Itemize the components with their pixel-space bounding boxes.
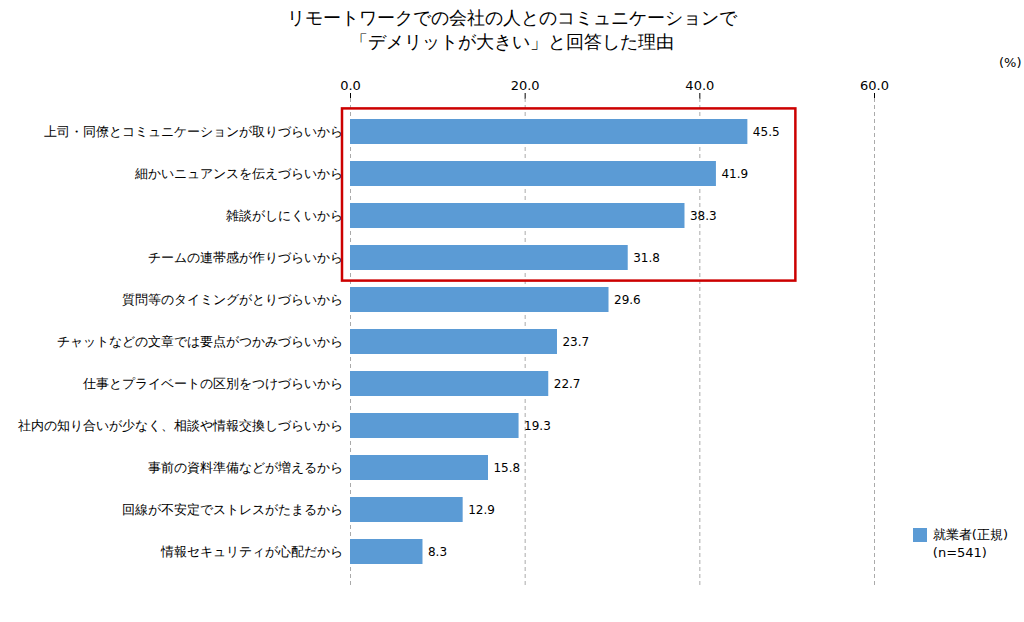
svg-text:社内の知り合いが少なく、相談や情報交換しづらいから: 社内の知り合いが少なく、相談や情報交換しづらいから [18,418,343,433]
svg-text:22.7: 22.7 [554,377,581,391]
svg-text:29.6: 29.6 [614,293,641,307]
svg-text:60.0: 60.0 [860,78,889,93]
svg-text:質問等のタイミングがとりづらいから: 質問等のタイミングがとりづらいから [122,292,343,307]
svg-text:雑談がしにくいから: 雑談がしにくいから [226,208,343,223]
svg-text:15.8: 15.8 [493,461,520,475]
svg-text:8.3: 8.3 [428,545,447,559]
svg-text:19.3: 19.3 [524,419,551,433]
svg-text:情報セキュリティが心配だから: 情報セキュリティが心配だから [160,544,343,559]
svg-text:20.0: 20.0 [511,78,540,93]
svg-text:回線が不安定でストレスがたまるから: 回線が不安定でストレスがたまるから [122,502,343,517]
html-text:(n=541): (n=541) [932,545,987,560]
svg-text:仕事とプライベートの区別をつけづらいから: 仕事とプライベートの区別をつけづらいから [82,376,343,391]
svg-text:38.3: 38.3 [690,209,717,223]
svg-text:12.9: 12.9 [468,503,495,517]
html-text:リモートワークでの会社の人とのコミュニケーションで: リモートワークでの会社の人とのコミュニケーションで [287,7,737,28]
html-text:就業者(正規): 就業者(正規) [932,527,1008,542]
svg-text:チームの連帯感が作りづらいから: チームの連帯感が作りづらいから [148,250,343,265]
svg-text:事前の資料準備などが増えるから: 事前の資料準備などが増えるから [148,460,343,475]
svg-text:上司・同僚とコミュニケーションが取りづらいから: 上司・同僚とコミュニケーションが取りづらいから [44,124,343,139]
svg-text:チャットなどの文章では要点がつかみづらいから: チャットなどの文章では要点がつかみづらいから [57,334,343,349]
svg-text:31.8: 31.8 [633,251,660,265]
svg-text:23.7: 23.7 [562,335,589,349]
svg-text:(%): (%) [999,55,1022,70]
html-text:「デメリットが大きい」と回答した理由: 「デメリットが大きい」と回答した理由 [350,31,674,52]
svg-text:45.5: 45.5 [753,125,780,139]
svg-text:0.0: 0.0 [340,78,361,93]
svg-text:41.9: 41.9 [721,167,748,181]
svg-text:細かいニュアンスを伝えづらいから: 細かいニュアンスを伝えづらいから [134,166,343,181]
svg-text:40.0: 40.0 [685,78,714,93]
